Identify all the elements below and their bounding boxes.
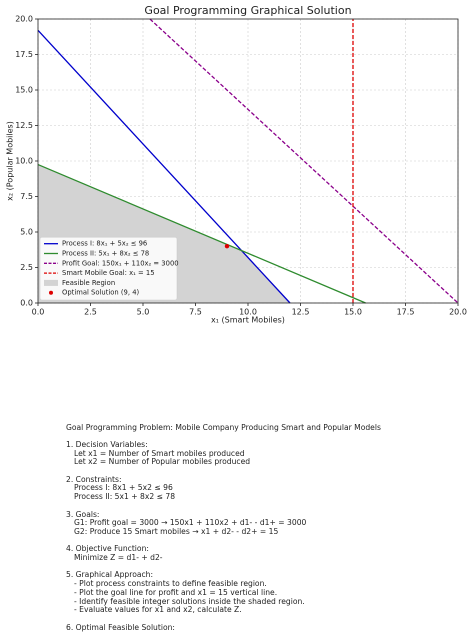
chart: Goal Programming Graphical Solution x₁ (… — [6, 4, 467, 325]
section-line: Minimize Z = d1- + d2- — [74, 553, 163, 562]
legend-label: Profit Goal: 150x₁ + 110x₂ = 3000 — [62, 259, 179, 267]
section-line: - Identify feasible integer solutions in… — [74, 596, 305, 606]
section-heading: 3. Goals: — [66, 509, 100, 519]
y-tick-label: 20.0 — [15, 15, 33, 24]
x-tick-label: 2.5 — [84, 308, 97, 317]
legend-label: Process I: 8x₁ + 5x₂ ≤ 96 — [62, 240, 147, 248]
y-tick-label: 0.0 — [20, 299, 33, 308]
section-line: - Plot the goal line for profit and x1 =… — [74, 587, 278, 597]
legend-label: Process II: 5x₁ + 8x₂ ≤ 78 — [62, 250, 149, 258]
section-line: Let x2 = Number of Popular mobiles produ… — [74, 457, 251, 467]
section-line: - Plot process constraints to define fea… — [74, 579, 267, 589]
x-tick-label: 7.5 — [189, 308, 202, 317]
line — [37, 163, 366, 304]
section-heading: 2. Constraints: — [66, 474, 122, 484]
section-line: G1: Profit goal = 3000 → 150x1 + 110x2 +… — [74, 518, 307, 528]
section-line: - Evaluate values for x1 and x2, calcula… — [74, 605, 242, 615]
legend-label: Feasible Region — [62, 279, 115, 287]
x-axis-label: x₁ (Smart Mobiles) — [211, 316, 285, 325]
y-axis-label: x₂ (Popular Mobiles) — [6, 121, 15, 201]
legend-label: Optimal Solution (9, 4) — [62, 289, 140, 297]
y-tick-label: 17.5 — [15, 50, 33, 59]
x-tick-label: 10.0 — [239, 308, 257, 317]
x-tick-label: 17.5 — [397, 308, 415, 317]
y-tick-label: 7.5 — [20, 192, 33, 201]
x-tick-label: 15.0 — [344, 308, 362, 317]
plot-frame — [37, 18, 459, 304]
x-tick-label: 20.0 — [449, 308, 467, 317]
section-heading: 5. Graphical Approach: — [66, 570, 154, 580]
y-tick-label: 2.5 — [20, 263, 33, 272]
legend-box — [39, 236, 178, 301]
y-tick-label: 5.0 — [20, 228, 33, 237]
legend: Process I: 8x₁ + 5x₂ ≤ 96 Process II: 5x₁… — [39, 236, 179, 301]
line — [149, 18, 459, 304]
section-line: Let x1 = Number of Smart mobiles produce… — [74, 448, 245, 458]
data-point — [224, 244, 230, 249]
notes-title: Goal Programming Problem: Mobile Company… — [66, 422, 381, 432]
y-tick-label: 15.0 — [15, 86, 33, 95]
y-tick-label: 12.5 — [15, 121, 33, 130]
chart-title: Goal Programming Graphical Solution — [144, 4, 351, 17]
section-heading: 1. Decision Variables: — [66, 439, 148, 449]
y-tick-label: 10.0 — [15, 157, 33, 166]
legend-label: Smart Mobile Goal: x₁ = 15 — [62, 269, 155, 277]
section-line: Process I: 8x1 + 5x2 ≤ 96 — [74, 483, 173, 493]
x-tick-label: 5.0 — [137, 308, 150, 317]
section-heading: 4. Objective Function: — [66, 544, 149, 554]
x-tick-label: 0.0 — [32, 308, 45, 317]
x-tick-label: 12.5 — [292, 308, 310, 317]
legend-swatch — [44, 279, 58, 286]
legend-swatch — [49, 290, 53, 295]
section-line: G2: Produce 15 Smart mobiles → x1 + d2- … — [74, 526, 279, 536]
section-heading: 6. Optimal Feasible Solution: — [66, 622, 175, 632]
section-line: Process II: 5x1 + 8x2 ≤ 78 — [74, 492, 176, 502]
line — [37, 29, 291, 304]
